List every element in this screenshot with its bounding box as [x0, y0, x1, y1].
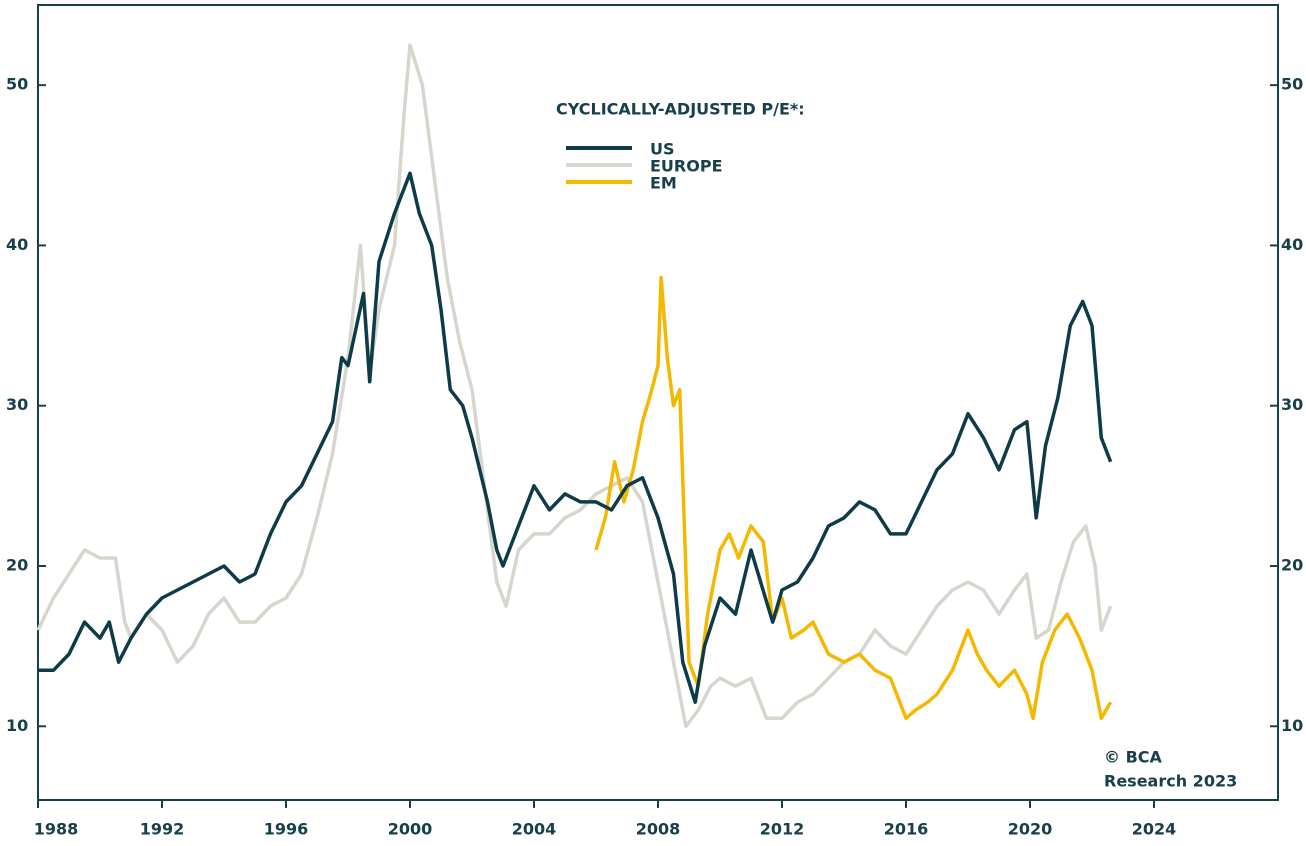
y-tick-label: 30	[6, 395, 28, 414]
x-tick-label: 2004	[512, 820, 557, 839]
plot-frame	[37, 4, 1279, 801]
y2-tick-label: 10	[1281, 716, 1303, 735]
x-tick-label: 2012	[760, 820, 805, 839]
line-series	[36, 43, 1113, 729]
x-tick-label: 2020	[1008, 820, 1053, 839]
x-tick-label: 1988	[34, 820, 79, 839]
x-tick-label: 2016	[884, 820, 929, 839]
legend-title: CYCLICALLY-ADJUSTED P/E*:	[556, 100, 805, 119]
line-series	[594, 275, 1113, 721]
x-tick-label: 2000	[388, 820, 433, 839]
y-tick-label: 20	[6, 555, 28, 574]
x-tick-label: 1992	[140, 820, 185, 839]
x-tick-label: 2024	[1132, 820, 1177, 839]
legend-label: US	[650, 140, 675, 159]
legend-label: EUROPE	[650, 157, 723, 176]
annotation: Research 2023	[1104, 772, 1237, 791]
y2-tick-label: 50	[1281, 75, 1303, 94]
x-tick-label: 1996	[264, 820, 309, 839]
annotation: © BCA	[1104, 748, 1163, 767]
y-tick-label: 40	[6, 235, 28, 254]
line-series	[38, 171, 1113, 704]
y-tick-label: 10	[6, 716, 28, 735]
y-tick-label: 50	[6, 75, 28, 94]
y2-tick-label: 30	[1281, 395, 1303, 414]
legend-label: EM	[650, 174, 677, 193]
y2-tick-label: 20	[1281, 555, 1303, 574]
y2-tick-label: 40	[1281, 235, 1303, 254]
x-tick-label: 2008	[636, 820, 681, 839]
